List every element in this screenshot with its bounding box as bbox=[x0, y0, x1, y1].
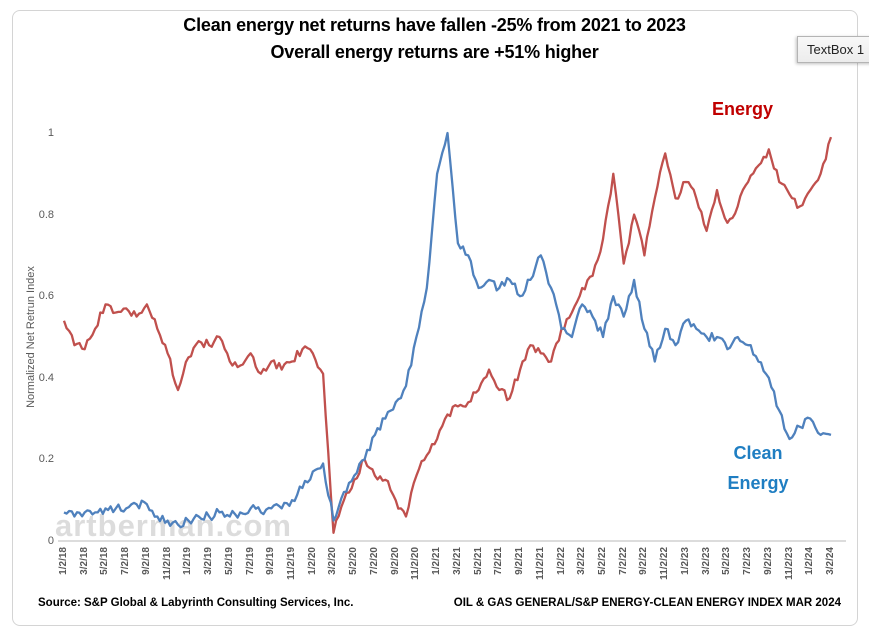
x-tick-label: 5/2/19 bbox=[223, 547, 235, 575]
x-tick-label: 9/2/18 bbox=[140, 547, 152, 575]
x-tick-label: 3/2/21 bbox=[451, 547, 463, 575]
x-tick-label: 7/2/21 bbox=[493, 547, 505, 575]
x-tick-label: 5/2/22 bbox=[596, 547, 608, 575]
source-note: Source: S&P Global & Labyrinth Consultin… bbox=[38, 597, 354, 609]
x-tick-label: 1/2/21 bbox=[431, 547, 443, 575]
x-tick-label: 3/2/22 bbox=[576, 547, 588, 575]
chart-title-line-1: Clean energy net returns have fallen -25… bbox=[183, 15, 686, 35]
y-tick-label: 0 bbox=[47, 535, 54, 547]
x-tick-label: 9/2/22 bbox=[638, 547, 650, 575]
x-tick-label: 3/2/23 bbox=[700, 547, 712, 575]
x-tick-label: 1/2/20 bbox=[306, 547, 318, 575]
x-tick-label: 9/2/23 bbox=[762, 547, 774, 575]
x-tick-label: 7/2/18 bbox=[120, 547, 132, 575]
x-tick-label: 1/2/23 bbox=[679, 547, 691, 575]
x-tick-label: 11/2/18 bbox=[161, 547, 173, 580]
x-tick-label: 9/2/19 bbox=[265, 547, 277, 575]
x-tick-label: 11/2/21 bbox=[534, 547, 546, 580]
clean-energy-series-label[interactable]: Clean Energy bbox=[727, 443, 789, 493]
x-tick-label: 1/2/18 bbox=[58, 547, 69, 575]
index-note: OIL & GAS GENERAL/S&P ENERGY-CLEAN ENERG… bbox=[453, 597, 841, 609]
x-tick-label: 11/2/20 bbox=[410, 547, 422, 580]
x-tick-label: 5/2/23 bbox=[721, 547, 733, 575]
x-tick-label: 1/2/24 bbox=[804, 547, 816, 575]
x-tick-label: 7/2/19 bbox=[244, 547, 256, 575]
x-tick-label: 5/2/18 bbox=[99, 547, 111, 575]
series-line-0 bbox=[62, 136, 833, 534]
x-tick-label: 7/2/20 bbox=[368, 547, 380, 575]
x-tick-label: 11/2/19 bbox=[286, 547, 298, 580]
x-tick-label: 11/2/22 bbox=[659, 547, 671, 580]
y-tick-label: 0.6 bbox=[38, 290, 54, 303]
x-tick-label: 9/2/21 bbox=[514, 547, 526, 575]
x-tick-label: 7/2/22 bbox=[617, 547, 629, 575]
y-tick-label: 0.2 bbox=[38, 453, 54, 466]
y-tick-label: 0.4 bbox=[38, 371, 54, 384]
series-line-1 bbox=[63, 131, 832, 529]
x-tick-label: 1/2/22 bbox=[555, 547, 567, 575]
x-tick-label: 3/2/19 bbox=[203, 547, 215, 575]
x-tick-label: 9/2/20 bbox=[389, 547, 401, 575]
x-tick-label: 1/2/19 bbox=[182, 547, 194, 575]
x-tick-label: 5/2/21 bbox=[472, 547, 484, 575]
x-tick-label: 7/2/23 bbox=[742, 547, 754, 575]
y-axis-title: Normalized Net Retrun Index bbox=[25, 266, 37, 408]
textbox-selection-label[interactable]: TextBox 1 bbox=[797, 36, 869, 63]
chart-title: Clean energy net returns have fallen -25… bbox=[0, 12, 869, 66]
x-tick-label: 5/2/20 bbox=[348, 547, 360, 575]
x-tick-label: 3/2/24 bbox=[825, 547, 836, 575]
chart-title-line-2: Overall energy returns are +51% higher bbox=[270, 42, 599, 62]
energy-series-label[interactable]: Energy bbox=[712, 99, 774, 119]
y-tick-label: 1 bbox=[47, 127, 54, 139]
x-tick-label: 3/2/20 bbox=[327, 547, 339, 575]
x-tick-label: 11/2/23 bbox=[783, 547, 795, 580]
x-tick-label: 3/2/18 bbox=[78, 547, 90, 575]
y-tick-label: 0.8 bbox=[38, 208, 54, 221]
